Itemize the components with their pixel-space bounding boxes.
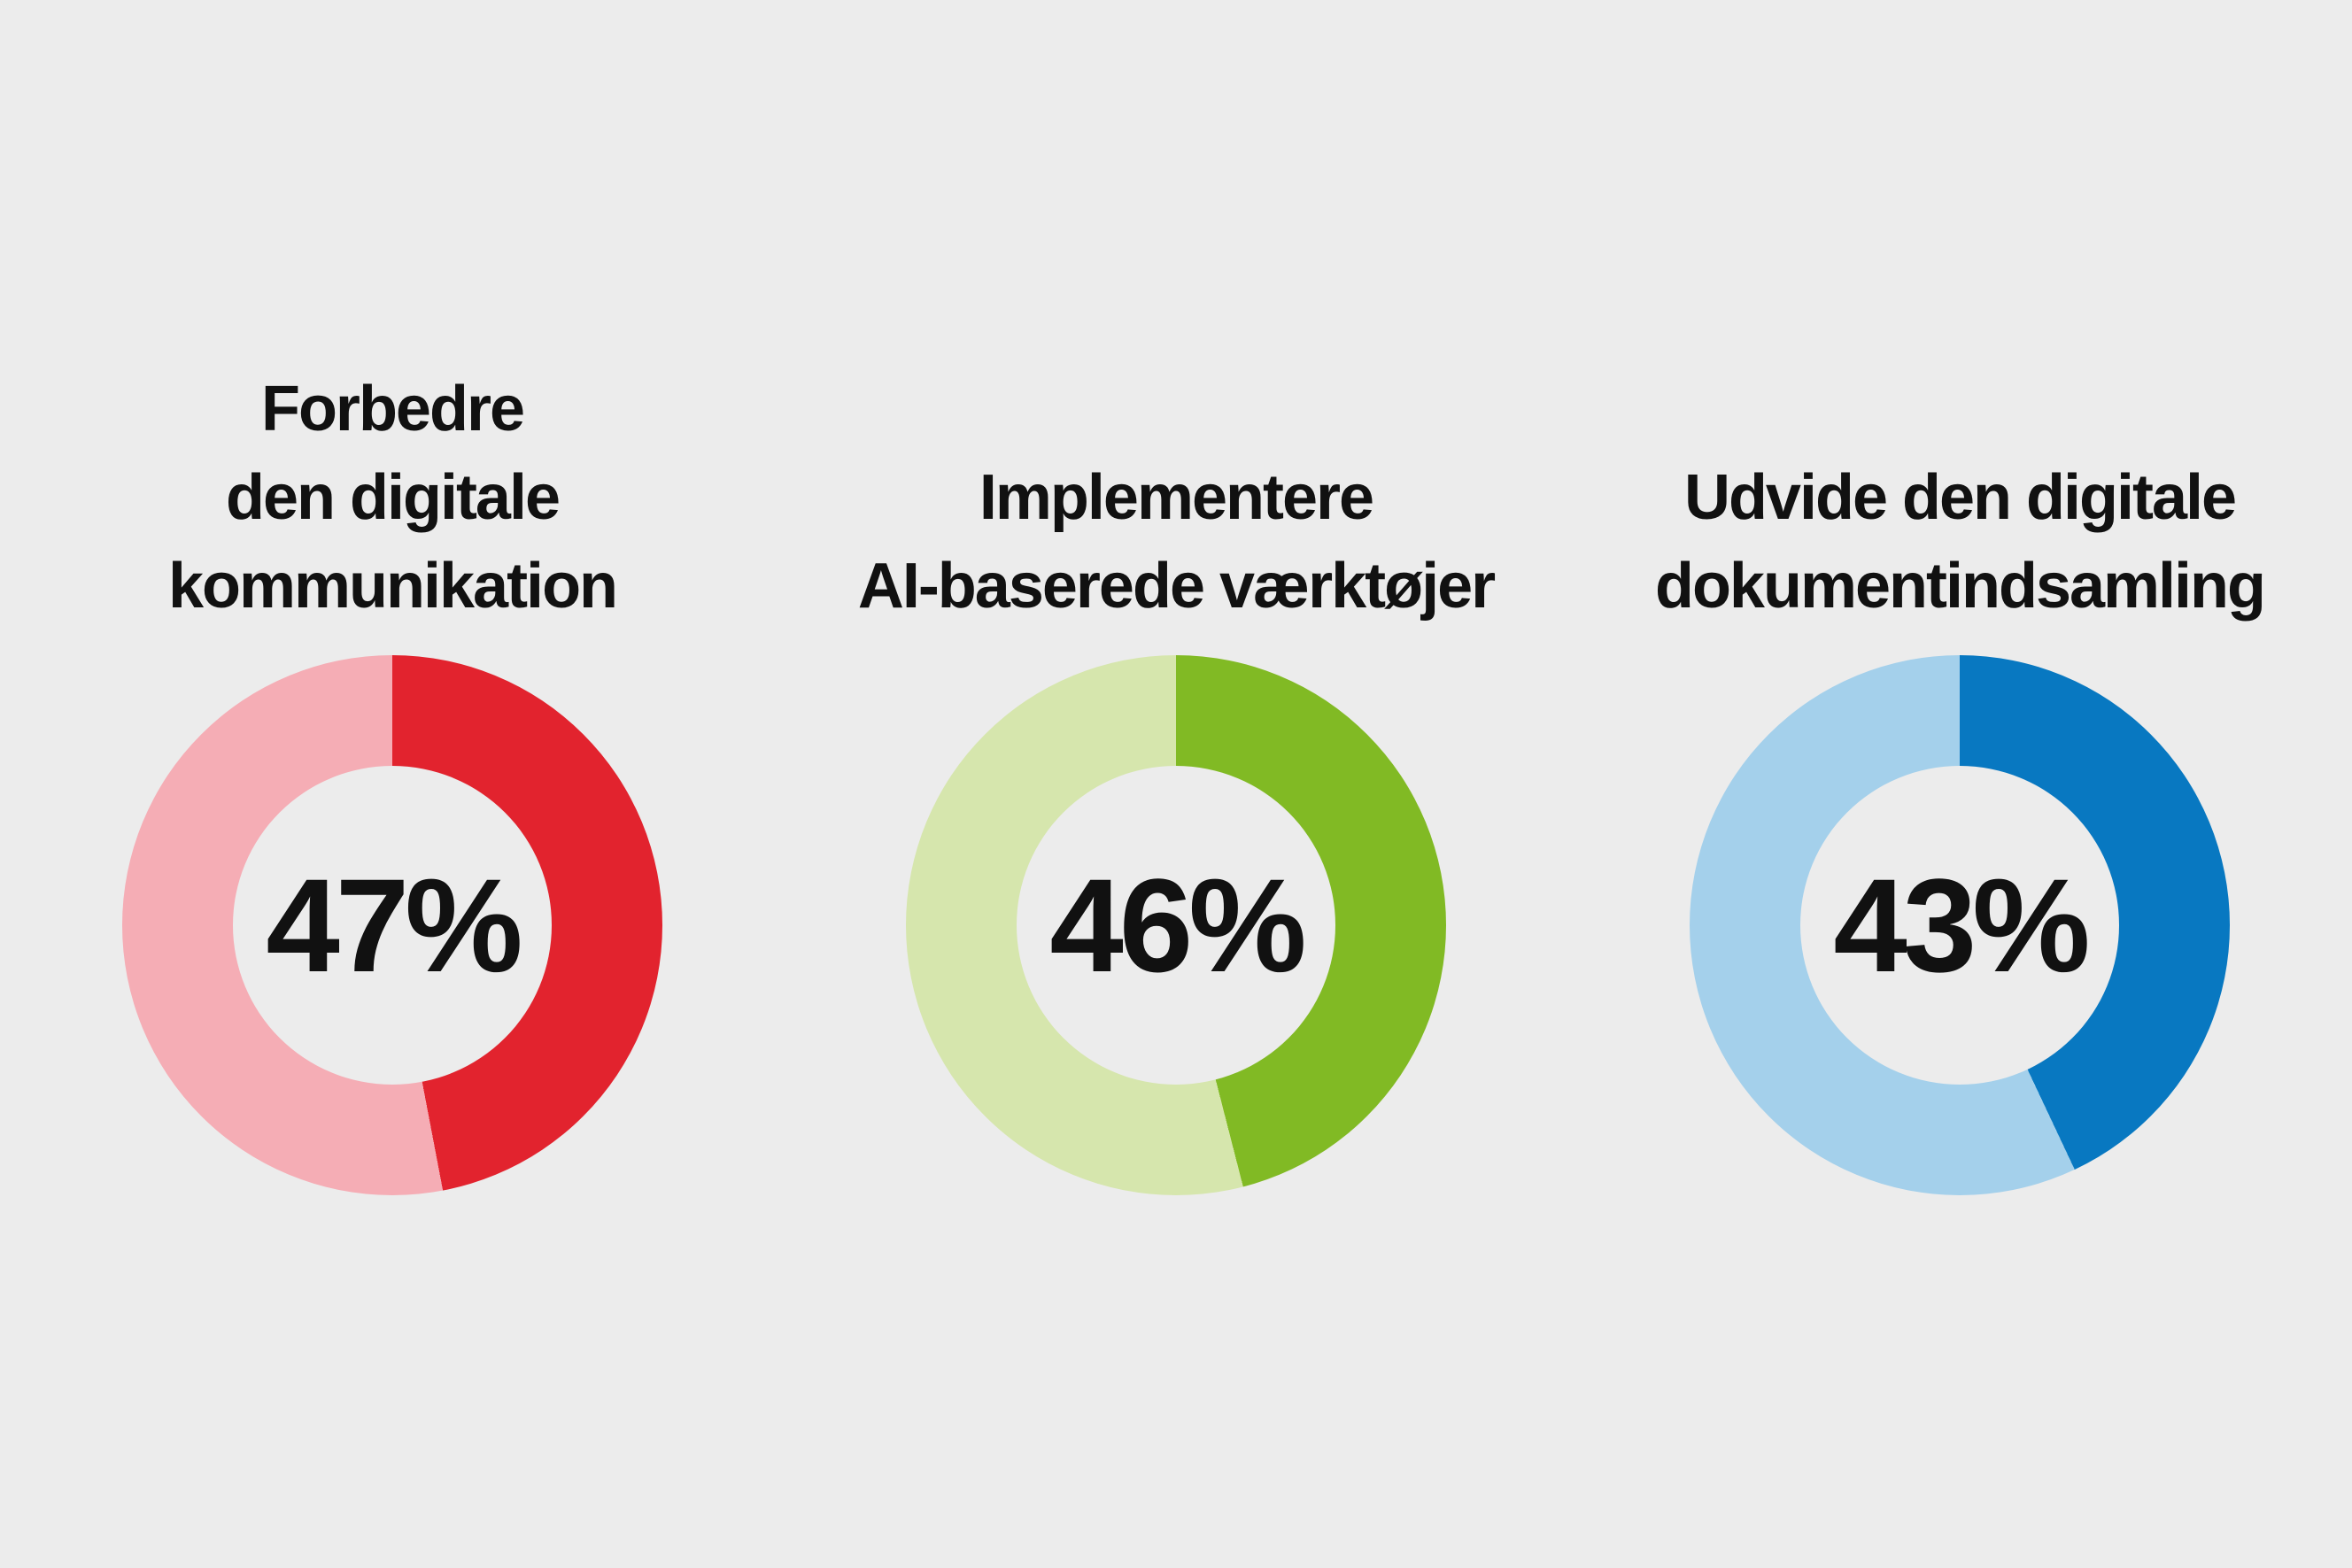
chart-title: Forbedre den digitale kommunikation	[0, 0, 785, 630]
chart-title: Implementere AI-baserede værktøjer	[784, 0, 1568, 630]
chart-title-line: Forbedre	[260, 374, 525, 444]
donut-hole	[1017, 766, 1335, 1085]
chart-title-line: Udvide den digitale	[1683, 462, 2237, 533]
donut-value-label: 47%	[266, 851, 522, 1000]
donut-hole	[1800, 766, 2119, 1085]
donut-ring: 43%	[1690, 655, 2230, 1195]
donut-ring: 46%	[906, 655, 1446, 1195]
chart-title: Udvide den digitale dokumentindsamling	[1567, 0, 2352, 630]
donut-hole	[233, 766, 552, 1085]
chart-title-line: dokumentindsamling	[1654, 551, 2266, 622]
chart-title-line: den digitale	[225, 462, 561, 533]
donut-ring: 47%	[122, 655, 662, 1195]
donut-value-label: 46%	[1049, 851, 1306, 1000]
donut-chart-column-communication: Forbedre den digitale kommunikation 47%	[0, 0, 785, 1568]
chart-title-line: kommunikation	[167, 551, 618, 622]
chart-title-line: Implementere	[979, 462, 1374, 533]
donut-chart-column-ai-tools: Implementere AI-baserede værktøjer 46%	[784, 0, 1568, 1568]
donut-value-label: 43%	[1833, 851, 2090, 1000]
chart-title-line: AI-baserede værktøjer	[857, 551, 1496, 622]
donut-chart-column-document-collection: Udvide den digitale dokumentindsamling 4…	[1567, 0, 2352, 1568]
